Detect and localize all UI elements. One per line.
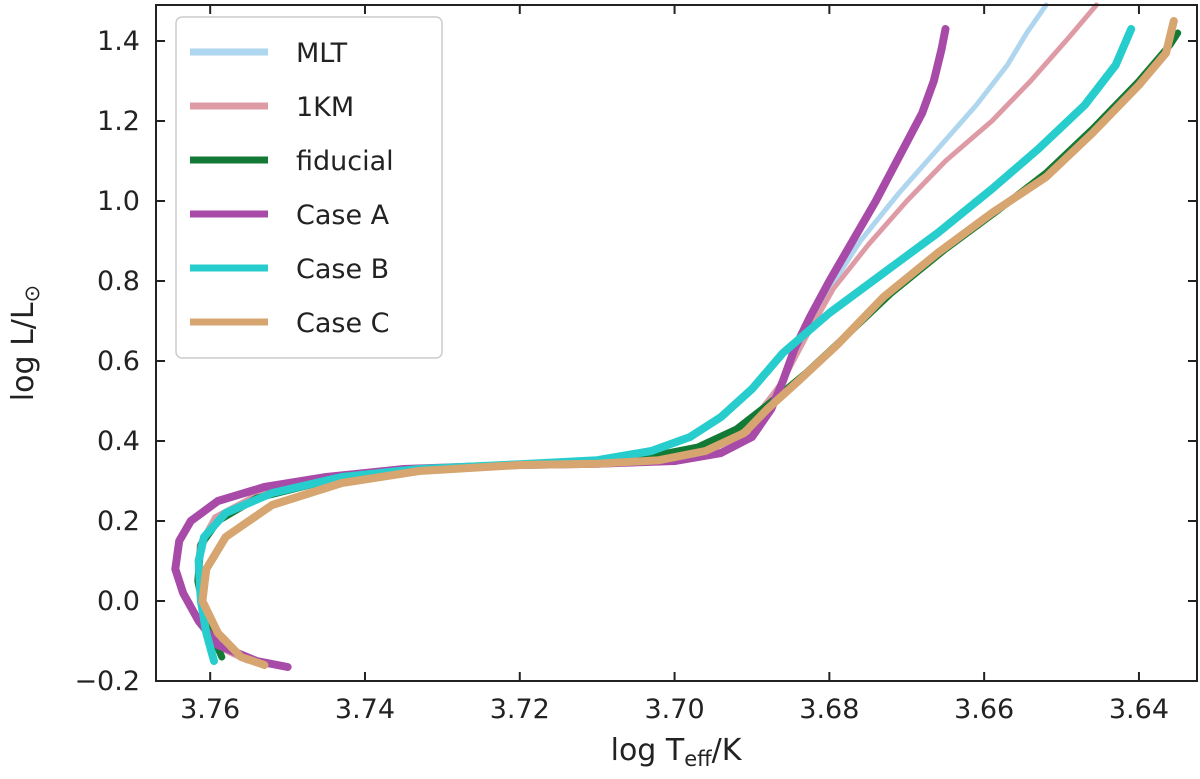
legend-label-1km: 1KM — [296, 92, 354, 123]
x-tick-label: 3.68 — [799, 694, 859, 725]
y-axis-label: log L/L⊙ — [6, 285, 44, 401]
y-tick-label: 1.0 — [97, 186, 140, 217]
legend-label-mlt: MLT — [296, 38, 348, 69]
x-tick-label: 3.72 — [490, 694, 550, 725]
legend-label-case-a: Case A — [296, 200, 390, 231]
series-line-case-b — [194, 25, 1136, 665]
legend-entries: MLT 1KM fiducial Case A Case B Case C — [190, 38, 394, 339]
axis-ticks — [156, 5, 1197, 682]
x-tick-label: 3.66 — [954, 694, 1014, 725]
series-lines — [171, 2, 1182, 671]
x-tick-label: 3.74 — [335, 694, 395, 725]
x-tick-label: 3.64 — [1109, 694, 1169, 725]
legend-label-case-c: Case C — [296, 308, 390, 339]
x-tick-label: 3.70 — [645, 694, 705, 725]
series-line-case-c — [198, 17, 1178, 669]
legend-label-case-b: Case B — [296, 254, 389, 285]
y-tick-label: −0.2 — [74, 666, 140, 697]
y-tick-label: 0.4 — [97, 426, 140, 457]
legend-box — [175, 16, 443, 359]
y-tick-label: 0.8 — [97, 266, 140, 297]
y-tick-label: 1.2 — [97, 106, 140, 137]
x-tick-labels: 3.76 3.74 3.72 3.70 3.68 3.66 3.64 — [180, 694, 1169, 725]
x-axis-label: log Teff/K — [611, 733, 743, 771]
y-tick-label: 0.2 — [97, 506, 140, 537]
y-tick-label: 0.6 — [97, 346, 140, 377]
plot-frame — [155, 4, 1198, 682]
legend: MLT 1KM fiducial Case A Case B Case C — [175, 16, 443, 359]
legend-label-fiducial: fiducial — [296, 146, 394, 177]
x-tick-label: 3.76 — [180, 694, 240, 725]
y-tick-label: 1.4 — [97, 26, 140, 57]
y-tick-labels: −0.2 0.0 0.2 0.4 0.6 0.8 1.0 1.2 1.4 — [74, 26, 140, 697]
y-tick-label: 0.0 — [97, 586, 140, 617]
